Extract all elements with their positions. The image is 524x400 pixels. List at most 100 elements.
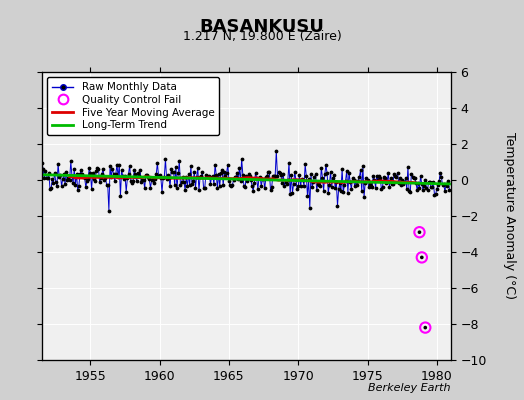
Point [224, 162, 232, 168]
Point [116, 193, 125, 200]
Point [345, 170, 353, 176]
Point [434, 182, 442, 188]
Point [366, 180, 374, 187]
Point [115, 162, 124, 168]
Point [291, 169, 299, 176]
Point [394, 170, 402, 176]
Point [277, 172, 285, 178]
Point [50, 170, 59, 176]
Point [184, 171, 193, 178]
Point [231, 173, 239, 180]
Point [46, 186, 54, 193]
Point [192, 173, 201, 180]
Point [69, 180, 77, 187]
Point [77, 167, 85, 173]
Point [425, 178, 434, 185]
Point [427, 184, 435, 190]
Point [406, 189, 414, 196]
Point [253, 175, 261, 181]
Point [398, 177, 406, 184]
Point [258, 175, 267, 182]
Point [341, 178, 350, 184]
Point [331, 185, 340, 192]
Point [55, 174, 63, 180]
Point [320, 188, 328, 194]
Point [445, 187, 454, 194]
Point [330, 172, 338, 179]
Point [129, 178, 137, 184]
Point [139, 177, 148, 183]
Point [174, 170, 182, 176]
Point [91, 178, 99, 184]
Point [310, 174, 319, 180]
Point [124, 171, 133, 177]
Point [143, 172, 151, 178]
Point [292, 177, 300, 183]
Point [250, 180, 258, 186]
Point [418, 181, 426, 188]
Point [159, 174, 167, 181]
Point [49, 180, 58, 186]
Point [123, 175, 132, 182]
Point [307, 171, 315, 178]
Point [363, 177, 372, 183]
Point [241, 184, 249, 191]
Point [113, 162, 121, 168]
Point [377, 186, 386, 192]
Point [295, 172, 303, 179]
Point [163, 172, 172, 178]
Point [212, 172, 221, 178]
Point [279, 171, 288, 178]
Point [402, 186, 411, 192]
Point [350, 177, 358, 184]
Point [315, 182, 323, 188]
Point [37, 173, 45, 180]
Point [225, 178, 233, 184]
Point [88, 186, 96, 192]
Point [131, 171, 139, 178]
Point [153, 160, 161, 166]
Point [443, 183, 451, 189]
Point [219, 182, 227, 188]
Point [286, 191, 294, 198]
Point [401, 175, 410, 182]
Point [275, 168, 283, 175]
Point [338, 166, 346, 172]
Point [287, 172, 296, 178]
Point [416, 185, 424, 192]
Point [175, 158, 183, 164]
Point [353, 182, 362, 188]
Point [298, 176, 306, 182]
Point [205, 173, 213, 179]
Point [379, 174, 388, 180]
Point [178, 179, 186, 185]
Point [182, 174, 190, 181]
Point [57, 183, 66, 189]
Text: 1.217 N, 19.800 E (Zaire): 1.217 N, 19.800 E (Zaire) [183, 30, 341, 43]
Point [59, 176, 67, 182]
Point [99, 166, 107, 172]
Point [395, 180, 403, 186]
Point [101, 174, 110, 181]
Point [221, 172, 230, 179]
Point [102, 181, 111, 188]
Point [203, 173, 211, 180]
Point [344, 189, 352, 196]
Point [187, 163, 195, 170]
Point [383, 178, 391, 185]
Point [399, 181, 408, 187]
Point [278, 179, 286, 186]
Point [348, 175, 357, 182]
Point [256, 174, 264, 180]
Point [235, 165, 244, 172]
Point [260, 185, 269, 192]
Point [416, 229, 424, 235]
Point [359, 163, 367, 169]
Point [104, 182, 112, 188]
Point [138, 176, 147, 183]
Point [165, 175, 173, 181]
Point [198, 169, 206, 176]
Point [430, 191, 439, 198]
Point [108, 166, 116, 172]
Point [137, 179, 145, 186]
